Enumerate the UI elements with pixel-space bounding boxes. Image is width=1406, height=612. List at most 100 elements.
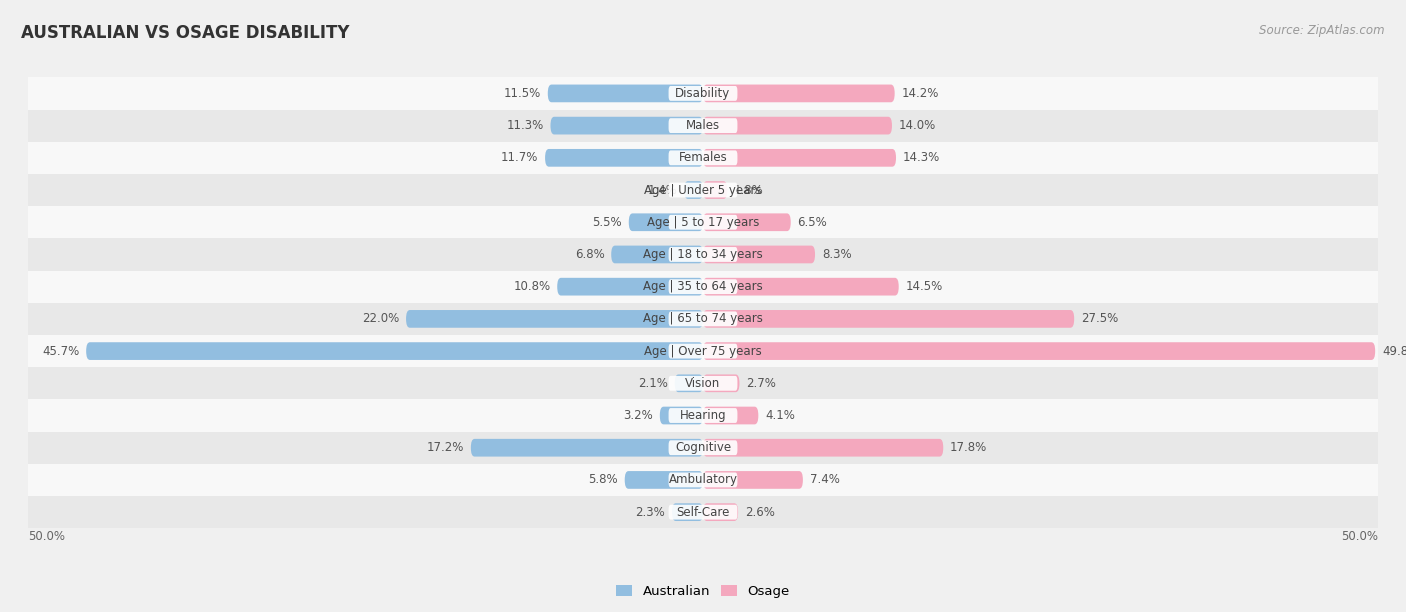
FancyBboxPatch shape	[669, 376, 737, 390]
Bar	[28, 110, 1378, 142]
FancyBboxPatch shape	[703, 503, 738, 521]
Text: 27.5%: 27.5%	[1081, 312, 1118, 326]
Text: 50.0%: 50.0%	[1341, 530, 1378, 543]
Text: Vision: Vision	[685, 377, 721, 390]
Bar	[28, 238, 1378, 271]
Text: 11.5%: 11.5%	[503, 87, 541, 100]
Text: AUSTRALIAN VS OSAGE DISABILITY: AUSTRALIAN VS OSAGE DISABILITY	[21, 24, 350, 42]
Bar	[28, 271, 1378, 303]
Text: 50.0%: 50.0%	[28, 530, 65, 543]
FancyBboxPatch shape	[669, 279, 737, 294]
Text: Hearing: Hearing	[679, 409, 727, 422]
FancyBboxPatch shape	[669, 472, 737, 487]
FancyBboxPatch shape	[672, 503, 703, 521]
Text: Age | 5 to 17 years: Age | 5 to 17 years	[647, 216, 759, 229]
Bar	[28, 142, 1378, 174]
FancyBboxPatch shape	[557, 278, 703, 296]
Text: Cognitive: Cognitive	[675, 441, 731, 454]
Text: 1.4%: 1.4%	[648, 184, 678, 196]
Text: 14.5%: 14.5%	[905, 280, 942, 293]
Text: Males: Males	[686, 119, 720, 132]
FancyBboxPatch shape	[624, 471, 703, 489]
Text: Disability: Disability	[675, 87, 731, 100]
Text: Ambulatory: Ambulatory	[668, 474, 738, 487]
FancyBboxPatch shape	[703, 149, 896, 166]
Text: 17.8%: 17.8%	[950, 441, 987, 454]
Text: 1.8%: 1.8%	[734, 184, 763, 196]
FancyBboxPatch shape	[471, 439, 703, 457]
Bar	[28, 77, 1378, 110]
FancyBboxPatch shape	[669, 505, 737, 520]
FancyBboxPatch shape	[685, 181, 703, 199]
FancyBboxPatch shape	[628, 214, 703, 231]
Text: 14.0%: 14.0%	[898, 119, 936, 132]
Legend: Australian, Osage: Australian, Osage	[612, 580, 794, 603]
FancyBboxPatch shape	[669, 118, 737, 133]
Bar	[28, 496, 1378, 528]
FancyBboxPatch shape	[669, 151, 737, 165]
Text: 14.2%: 14.2%	[901, 87, 939, 100]
Text: 6.5%: 6.5%	[797, 216, 827, 229]
Text: 4.1%: 4.1%	[765, 409, 794, 422]
FancyBboxPatch shape	[551, 117, 703, 135]
Text: 10.8%: 10.8%	[513, 280, 551, 293]
Text: 7.4%: 7.4%	[810, 474, 839, 487]
Text: 6.8%: 6.8%	[575, 248, 605, 261]
Text: 2.3%: 2.3%	[636, 506, 665, 518]
FancyBboxPatch shape	[548, 84, 703, 102]
FancyBboxPatch shape	[669, 182, 737, 198]
FancyBboxPatch shape	[406, 310, 703, 328]
FancyBboxPatch shape	[703, 214, 790, 231]
Text: 22.0%: 22.0%	[363, 312, 399, 326]
FancyBboxPatch shape	[546, 149, 703, 166]
FancyBboxPatch shape	[86, 342, 703, 360]
Bar	[28, 303, 1378, 335]
Text: 11.7%: 11.7%	[501, 151, 538, 165]
Bar	[28, 206, 1378, 238]
FancyBboxPatch shape	[675, 375, 703, 392]
Text: Age | 35 to 64 years: Age | 35 to 64 years	[643, 280, 763, 293]
Bar	[28, 335, 1378, 367]
Bar	[28, 367, 1378, 400]
Text: Age | Over 75 years: Age | Over 75 years	[644, 345, 762, 357]
FancyBboxPatch shape	[703, 375, 740, 392]
FancyBboxPatch shape	[703, 245, 815, 263]
Text: Age | Under 5 years: Age | Under 5 years	[644, 184, 762, 196]
Text: Source: ZipAtlas.com: Source: ZipAtlas.com	[1260, 24, 1385, 37]
Bar	[28, 464, 1378, 496]
FancyBboxPatch shape	[703, 84, 894, 102]
Text: 11.3%: 11.3%	[506, 119, 544, 132]
Text: Age | 65 to 74 years: Age | 65 to 74 years	[643, 312, 763, 326]
FancyBboxPatch shape	[669, 312, 737, 326]
Bar	[28, 174, 1378, 206]
Text: 8.3%: 8.3%	[821, 248, 852, 261]
Text: Age | 18 to 34 years: Age | 18 to 34 years	[643, 248, 763, 261]
FancyBboxPatch shape	[703, 278, 898, 296]
FancyBboxPatch shape	[669, 408, 737, 423]
FancyBboxPatch shape	[612, 245, 703, 263]
FancyBboxPatch shape	[703, 406, 758, 424]
Text: 17.2%: 17.2%	[426, 441, 464, 454]
FancyBboxPatch shape	[659, 406, 703, 424]
Bar	[28, 431, 1378, 464]
Text: Self-Care: Self-Care	[676, 506, 730, 518]
FancyBboxPatch shape	[703, 342, 1375, 360]
Text: 2.7%: 2.7%	[747, 377, 776, 390]
FancyBboxPatch shape	[669, 247, 737, 262]
Text: 2.1%: 2.1%	[638, 377, 668, 390]
FancyBboxPatch shape	[669, 440, 737, 455]
FancyBboxPatch shape	[703, 471, 803, 489]
Text: Females: Females	[679, 151, 727, 165]
Text: 5.5%: 5.5%	[592, 216, 621, 229]
Text: 3.2%: 3.2%	[623, 409, 652, 422]
Text: 14.3%: 14.3%	[903, 151, 941, 165]
FancyBboxPatch shape	[669, 215, 737, 230]
Text: 5.8%: 5.8%	[588, 474, 619, 487]
Text: 45.7%: 45.7%	[42, 345, 79, 357]
Bar	[28, 400, 1378, 431]
FancyBboxPatch shape	[703, 439, 943, 457]
Text: 49.8%: 49.8%	[1382, 345, 1406, 357]
Text: 2.6%: 2.6%	[745, 506, 775, 518]
FancyBboxPatch shape	[669, 86, 737, 101]
FancyBboxPatch shape	[703, 310, 1074, 328]
